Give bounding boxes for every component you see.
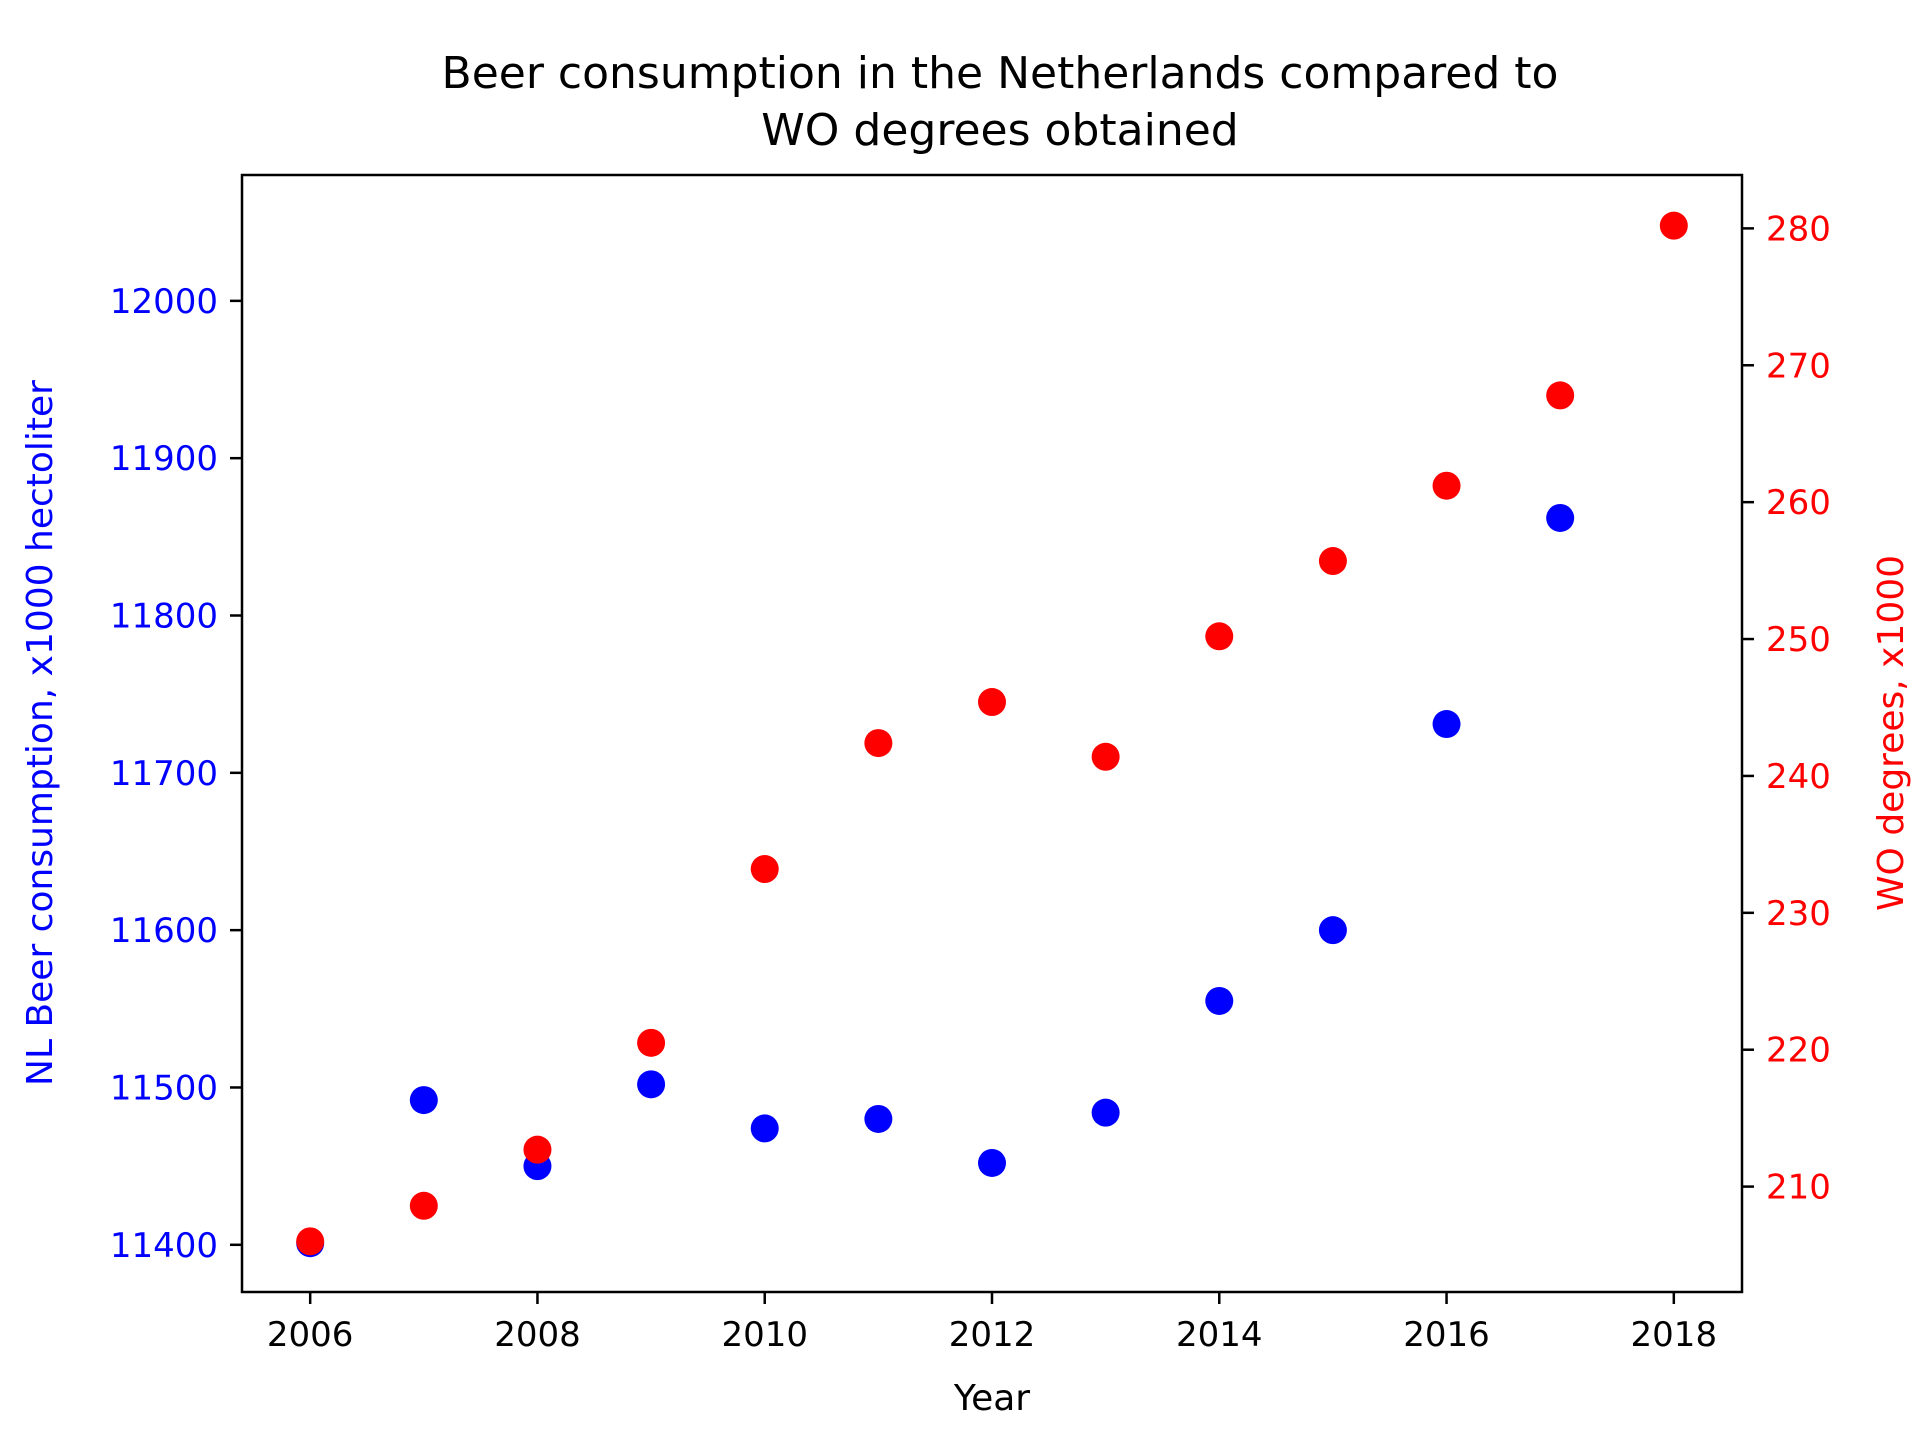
chart-title-line-1: Beer consumption in the Netherlands comp…: [442, 48, 1559, 99]
plot-frame: [240, 173, 1744, 1294]
left-y-tick-label: 11800: [110, 597, 218, 637]
wo-degrees-point: [523, 1135, 552, 1164]
right-y-tick-label: 230: [1766, 894, 1831, 934]
x-tick-label: 2006: [267, 1315, 354, 1355]
right-y-tick-label: 250: [1766, 620, 1831, 660]
left-y-tick-label: 11700: [110, 754, 218, 794]
beer-consumption-point: [1546, 503, 1575, 532]
right-y-tick-label: 240: [1766, 757, 1831, 797]
wo-degrees-point: [1091, 742, 1120, 771]
left-y-tick-label: 12000: [110, 282, 218, 322]
beer-consumption-point: [864, 1104, 893, 1133]
left-y-axis-ticks: 11400 11500 11600 11700 11800 11900 12000: [110, 282, 242, 1266]
right-y-axis-label: WO degrees, x1000: [1871, 555, 1912, 911]
wo-degrees-point: [409, 1191, 438, 1220]
wo-degrees-point: [1546, 381, 1575, 410]
x-tick-label: 2016: [1403, 1315, 1490, 1355]
data-points: [296, 211, 1688, 1258]
right-y-tick-label: 220: [1766, 1031, 1831, 1071]
wo-degrees-point: [864, 729, 893, 758]
chart-title-line-2: WO degrees obtained: [761, 105, 1238, 156]
wo-degrees-point: [978, 688, 1006, 717]
left-y-tick-label: 11600: [110, 911, 218, 951]
left-y-axis-label: NL Beer consumption, x1000 hectoliter: [20, 380, 61, 1086]
wo-degrees-point: [637, 1028, 666, 1057]
x-axis-ticks: 2006 2008 2010 2012 2014 2016 2018: [267, 1292, 1717, 1355]
beer-consumption-point: [1432, 710, 1461, 739]
x-tick-label: 2010: [721, 1315, 808, 1355]
beer-consumption-point: [1091, 1098, 1120, 1127]
wo-degrees-point: [1205, 622, 1234, 651]
wo-degrees-point: [1659, 211, 1688, 240]
wo-degrees-point: [1318, 547, 1347, 576]
left-y-tick-label: 11900: [110, 439, 218, 479]
left-y-tick-label: 11400: [110, 1226, 218, 1266]
wo-degrees-point: [1432, 471, 1461, 500]
beer-consumption-point: [750, 1114, 779, 1143]
beer-consumption-point: [409, 1086, 438, 1115]
wo-degrees-point: [750, 855, 779, 884]
left-y-tick-label: 11500: [110, 1068, 218, 1108]
x-axis-label: Year: [953, 1378, 1030, 1419]
wo-degrees-point: [296, 1227, 325, 1256]
x-tick-label: 2008: [494, 1315, 581, 1355]
beer-consumption-point: [637, 1070, 666, 1099]
beer-consumption-point: [1205, 986, 1234, 1015]
beer-consumption-point: [1318, 916, 1347, 945]
x-tick-label: 2012: [949, 1315, 1036, 1355]
right-y-tick-label: 260: [1766, 483, 1831, 523]
x-tick-label: 2014: [1176, 1315, 1263, 1355]
right-y-tick-label: 210: [1766, 1168, 1831, 1208]
x-tick-label: 2018: [1631, 1315, 1718, 1355]
beer-consumption-point: [978, 1148, 1006, 1177]
right-y-tick-label: 280: [1766, 209, 1831, 249]
right-y-tick-label: 270: [1766, 346, 1831, 386]
right-y-axis-ticks: 210 220 230 240 250 260 270 280: [1742, 209, 1831, 1208]
